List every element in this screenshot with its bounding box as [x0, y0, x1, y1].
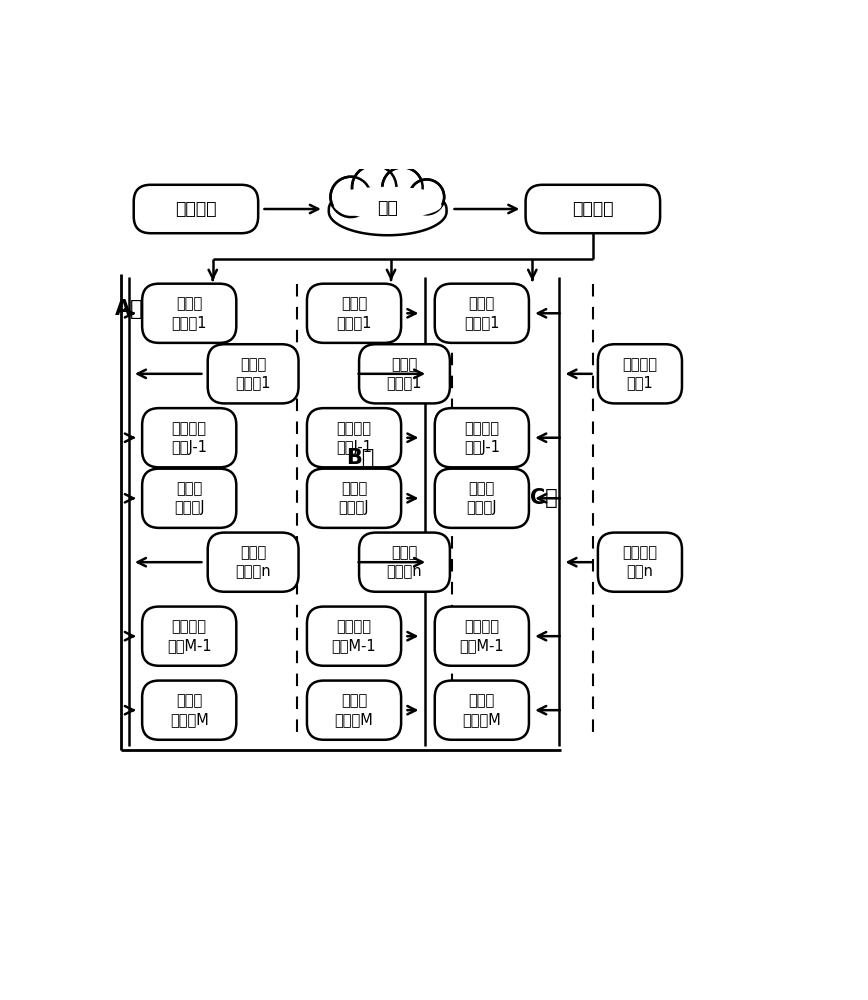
Text: 电网治理
装置1: 电网治理 装置1: [622, 357, 657, 391]
Text: A相: A相: [115, 299, 144, 319]
FancyBboxPatch shape: [307, 681, 401, 740]
Text: 光伏发
电单元1: 光伏发 电单元1: [464, 296, 500, 330]
Text: 光伏发电
单元J-1: 光伏发电 单元J-1: [171, 421, 207, 455]
Text: 光伏发
电单元1: 光伏发 电单元1: [172, 296, 207, 330]
Ellipse shape: [334, 193, 442, 218]
Circle shape: [331, 177, 371, 217]
Text: 测控装置: 测控装置: [572, 200, 614, 218]
FancyBboxPatch shape: [134, 185, 258, 233]
Text: C相: C相: [529, 488, 557, 508]
FancyBboxPatch shape: [526, 185, 661, 233]
Text: 上级调度: 上级调度: [175, 200, 217, 218]
FancyBboxPatch shape: [142, 469, 236, 528]
Ellipse shape: [329, 194, 446, 235]
Ellipse shape: [329, 185, 446, 233]
Text: 电网治
理装置1: 电网治 理装置1: [235, 357, 271, 391]
Circle shape: [352, 165, 397, 210]
Text: 专网: 专网: [378, 199, 398, 217]
FancyBboxPatch shape: [435, 408, 529, 467]
FancyBboxPatch shape: [142, 284, 236, 343]
FancyBboxPatch shape: [435, 681, 529, 740]
Text: 电网治
理装置n: 电网治 理装置n: [235, 545, 271, 579]
FancyBboxPatch shape: [435, 284, 529, 343]
FancyBboxPatch shape: [207, 344, 299, 403]
FancyBboxPatch shape: [598, 344, 682, 403]
Text: 光伏发
电单元J: 光伏发 电单元J: [174, 481, 205, 515]
Text: 光伏发电
单元M-1: 光伏发电 单元M-1: [459, 619, 504, 653]
FancyBboxPatch shape: [435, 607, 529, 666]
FancyBboxPatch shape: [207, 533, 299, 592]
Text: 光伏发
电单元J: 光伏发 电单元J: [466, 481, 497, 515]
Text: 光伏发电
单元M-1: 光伏发电 单元M-1: [332, 619, 377, 653]
Circle shape: [409, 179, 444, 214]
Text: 光伏发
电单元M: 光伏发 电单元M: [170, 693, 208, 727]
FancyBboxPatch shape: [142, 408, 236, 467]
Text: 光伏发
电单元1: 光伏发 电单元1: [336, 296, 372, 330]
Text: 光伏发
电单元M: 光伏发 电单元M: [335, 693, 373, 727]
Ellipse shape: [336, 187, 440, 207]
FancyBboxPatch shape: [142, 681, 236, 740]
Text: 电网治理
装置n: 电网治理 装置n: [622, 545, 657, 579]
FancyBboxPatch shape: [307, 607, 401, 666]
FancyBboxPatch shape: [307, 469, 401, 528]
FancyBboxPatch shape: [598, 533, 682, 592]
Text: 光伏发电
单元M-1: 光伏发电 单元M-1: [167, 619, 212, 653]
Text: 光伏发电
单元J-1: 光伏发电 单元J-1: [464, 421, 500, 455]
FancyBboxPatch shape: [307, 408, 401, 467]
FancyBboxPatch shape: [359, 344, 450, 403]
Text: 光伏发电
单元J-1: 光伏发电 单元J-1: [336, 421, 372, 455]
FancyBboxPatch shape: [359, 533, 450, 592]
FancyBboxPatch shape: [142, 607, 236, 666]
Text: B相: B相: [346, 448, 374, 468]
FancyBboxPatch shape: [307, 284, 401, 343]
Text: 光伏发
电单元J: 光伏发 电单元J: [339, 481, 370, 515]
Text: 光伏发
电单元M: 光伏发 电单元M: [463, 693, 501, 727]
Text: 电网治
理装置n: 电网治 理装置n: [386, 545, 423, 579]
Circle shape: [382, 167, 423, 208]
FancyBboxPatch shape: [435, 469, 529, 528]
Text: 电网治
理装置1: 电网治 理装置1: [387, 357, 422, 391]
